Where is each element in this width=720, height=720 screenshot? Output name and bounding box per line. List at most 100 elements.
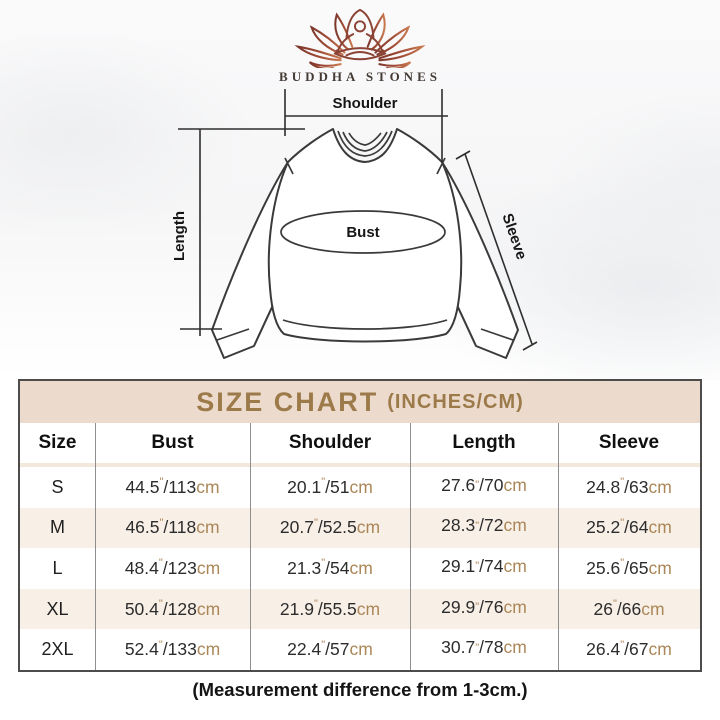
- inch-mark: ": [620, 638, 625, 651]
- value-inches: 29.1: [441, 555, 476, 576]
- value-cm: 118: [168, 517, 197, 538]
- bust-ellipse: [280, 210, 446, 254]
- hem-seam-line: [282, 319, 448, 330]
- value-inches: 48.4: [124, 557, 159, 578]
- cm-unit: cm: [648, 639, 672, 660]
- value-inches: 26: [593, 598, 613, 619]
- value-inches: 46.5: [125, 517, 160, 538]
- brand-name: BUDDHA STONES: [279, 69, 441, 84]
- collar-rib-1: [337, 130, 393, 157]
- cm-unit: cm: [349, 557, 373, 578]
- collar-rib-2: [342, 131, 388, 152]
- left-cuff-rib-line: [216, 328, 250, 341]
- size-label: 2XL: [41, 639, 74, 660]
- slash: /: [162, 598, 168, 619]
- value-inches: 30.7: [441, 637, 476, 658]
- cell-shoulder: 20.1 "/51 cm: [250, 467, 410, 508]
- cm-unit: cm: [349, 639, 373, 660]
- bust-label-backing: [341, 222, 385, 242]
- cell-sleeve: 26.4 "/67 cm: [558, 629, 700, 670]
- slash: /: [479, 637, 485, 658]
- header-row: Size Bust Shoulder Length Sleeve: [20, 423, 700, 463]
- cm-unit: cm: [648, 476, 672, 497]
- cm-unit: cm: [503, 637, 527, 658]
- cell-shoulder: 21.3 "/54 cm: [250, 548, 410, 589]
- cm-unit: cm: [503, 515, 527, 536]
- table-row-xl: XL 50.4 "/128 cm 21.9 "/55.5 cm 29.9 "/76 cm 2…: [20, 588, 700, 630]
- inch-mark: ": [321, 638, 326, 651]
- shoulder-seam-notches: [284, 157, 446, 175]
- value-cm: 74: [484, 555, 504, 576]
- value-cm: 55.5: [322, 598, 357, 619]
- value-cm: 66: [621, 598, 642, 619]
- sleeve-measure-lines: [455, 150, 538, 351]
- value-cm: 64: [629, 517, 649, 538]
- value-cm: 67: [629, 639, 649, 660]
- slash: /: [479, 474, 485, 495]
- value-cm: 54: [330, 557, 350, 578]
- size-chart-table: SIZE CHART (INCHES/CM) Size Bust Shoulde…: [18, 379, 702, 672]
- length-label: Length: [171, 211, 188, 261]
- value-inches: 21.3: [287, 557, 322, 578]
- value-inches: 25.2: [586, 517, 621, 538]
- value-cm: 52.5: [322, 517, 357, 538]
- value-cm: 133: [167, 639, 197, 660]
- size-label: L: [52, 557, 63, 578]
- right-cuff-rib-line: [480, 328, 514, 341]
- value-cm: 78: [484, 637, 504, 658]
- table-row-l: L 48.4 "/123 cm 21.3 "/54 cm 29.1 "/74 cm 25.6…: [20, 548, 700, 589]
- cell-sleeve: 24.8 "/63 cm: [558, 467, 700, 508]
- cm-unit: cm: [356, 517, 381, 538]
- slash: /: [162, 557, 168, 578]
- slash: /: [163, 517, 169, 538]
- cm-unit: cm: [503, 474, 527, 495]
- value-cm: 65: [629, 557, 649, 578]
- inch-mark: ": [321, 557, 326, 570]
- inch-mark: ": [159, 516, 164, 529]
- cm-unit: cm: [641, 598, 665, 619]
- inch-mark: ": [620, 557, 625, 570]
- slash: /: [616, 598, 622, 619]
- slash: /: [325, 557, 331, 578]
- column-header-size: Size: [38, 432, 77, 453]
- cell-sleeve: 26 "/66 cm: [558, 589, 700, 630]
- size-label: S: [51, 476, 64, 497]
- length-measure-lines: [178, 128, 305, 336]
- slash: /: [317, 598, 323, 619]
- inch-mark: ": [158, 557, 163, 570]
- cell-bust: 48.4 "/123 cm: [95, 548, 250, 589]
- value-cm: 113: [168, 476, 197, 497]
- cell-length: 30.7 "/78 cm: [410, 629, 558, 670]
- value-inches: 26.4: [586, 639, 621, 660]
- column-header-shoulder: Shoulder: [288, 432, 372, 453]
- cm-unit: cm: [196, 557, 221, 578]
- inch-mark: ": [475, 519, 480, 532]
- cell-length: 27.6 "/70 cm: [410, 467, 558, 508]
- column-divider: [558, 423, 559, 670]
- table-row-2xl: 2XL 52.4 "/133 cm 22.4 "/57 cm 30.7 "/78 cm 26…: [20, 629, 700, 670]
- inch-mark: ": [475, 601, 480, 614]
- slash: /: [624, 517, 630, 538]
- value-inches: 27.6: [441, 474, 476, 495]
- cell-bust: 44.5 "/113 cm: [95, 467, 250, 508]
- slash: /: [624, 639, 630, 660]
- cell-length: 28.3 "/72 cm: [410, 508, 558, 549]
- cm-unit: cm: [503, 596, 527, 617]
- slash: /: [325, 639, 331, 660]
- cell-sleeve: 25.6 "/65 cm: [558, 548, 700, 589]
- slash: /: [624, 557, 630, 578]
- size-chart-title-units: (INCHES/CM): [387, 390, 524, 413]
- inch-mark: ": [620, 476, 625, 489]
- cell-bust: 50.4 "/128 cm: [95, 589, 250, 630]
- value-inches: 21.9: [279, 598, 314, 619]
- cm-unit: cm: [196, 639, 221, 660]
- column-header-bust: Bust: [151, 432, 194, 453]
- inch-mark: ": [612, 598, 617, 611]
- table-row-s: S 44.5 "/113 cm 20.1 "/51 cm 27.6 "/70 cm 24.8…: [20, 467, 700, 508]
- column-divider: [95, 423, 96, 670]
- inch-mark: ": [159, 476, 164, 489]
- value-inches: 24.8: [586, 476, 621, 497]
- cell-length: 29.1 "/74 cm: [410, 548, 558, 589]
- size-chart-title-band: SIZE CHART (INCHES/CM): [20, 381, 700, 423]
- size-label: XL: [46, 598, 69, 619]
